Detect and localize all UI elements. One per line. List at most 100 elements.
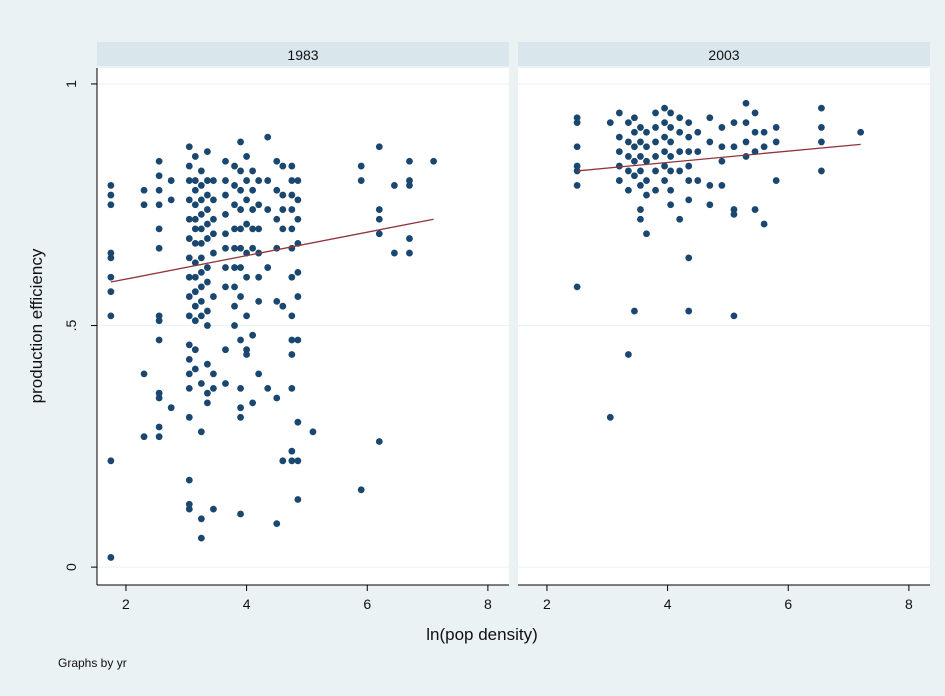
point [279,206,287,213]
point [818,104,825,112]
point [718,124,726,131]
point [818,167,825,175]
point [210,505,217,513]
point [249,186,257,194]
x-tick-label: 8 [484,596,492,612]
point [375,230,383,238]
point [631,157,638,165]
point [857,128,865,136]
point [643,177,650,184]
y-tick-label: 0 [63,563,79,571]
point [243,351,250,358]
point [288,273,296,281]
point [624,119,632,126]
point [624,153,632,160]
point [667,153,675,160]
point [203,148,211,155]
point [185,476,193,484]
point [155,423,163,431]
point [264,384,272,392]
point [279,191,287,199]
point [730,206,738,213]
point [406,249,413,257]
point [375,215,383,223]
point [185,235,193,242]
point [255,273,263,281]
point [191,317,199,325]
y-axis-label: production efficiency [27,248,46,403]
point [107,288,115,296]
point [685,177,693,184]
point [237,384,244,392]
point [390,182,398,189]
point [155,394,163,402]
point [273,520,281,528]
point [203,360,211,368]
point [185,162,193,170]
point [288,312,296,320]
point [237,186,244,194]
point [185,500,193,508]
point [288,206,296,213]
point [264,133,272,141]
point [231,225,238,233]
point [375,438,383,445]
point [155,389,163,397]
point [661,177,668,184]
point [751,109,759,117]
point [107,191,115,199]
point [357,177,365,184]
point [243,177,250,184]
point [107,201,115,209]
point [237,244,244,252]
point [237,167,244,175]
point [685,148,693,155]
point [243,196,250,204]
point [694,128,702,136]
point [203,235,211,242]
point [279,457,287,465]
point [742,119,750,126]
point [222,230,229,238]
point [637,215,644,223]
point [615,109,623,117]
point [237,404,244,412]
point [155,433,163,441]
point [222,177,229,184]
point [231,322,238,329]
point [273,186,281,194]
point [203,389,211,397]
point [203,206,211,213]
point [231,302,238,310]
point [624,167,632,175]
point [155,186,163,194]
point [203,278,211,286]
point [249,225,257,233]
point [294,293,302,300]
point [706,138,714,146]
point [231,244,238,252]
point [203,220,211,228]
point [606,119,614,126]
point [203,307,211,315]
y-tick-label: .5 [63,319,79,331]
point [185,312,193,320]
point [231,264,238,271]
point [667,124,675,131]
point [652,167,659,175]
point [255,201,263,209]
point [107,554,115,561]
point [406,235,413,242]
point [210,177,217,184]
point [694,148,702,155]
panel-title: 2003 [708,47,739,63]
point [661,119,668,126]
point [237,206,244,213]
x-tick-label: 8 [905,596,913,612]
y-tick-label: 1 [63,80,79,88]
point [210,230,217,238]
point [197,380,205,387]
point [279,302,287,310]
point [742,153,750,160]
point [294,418,302,426]
